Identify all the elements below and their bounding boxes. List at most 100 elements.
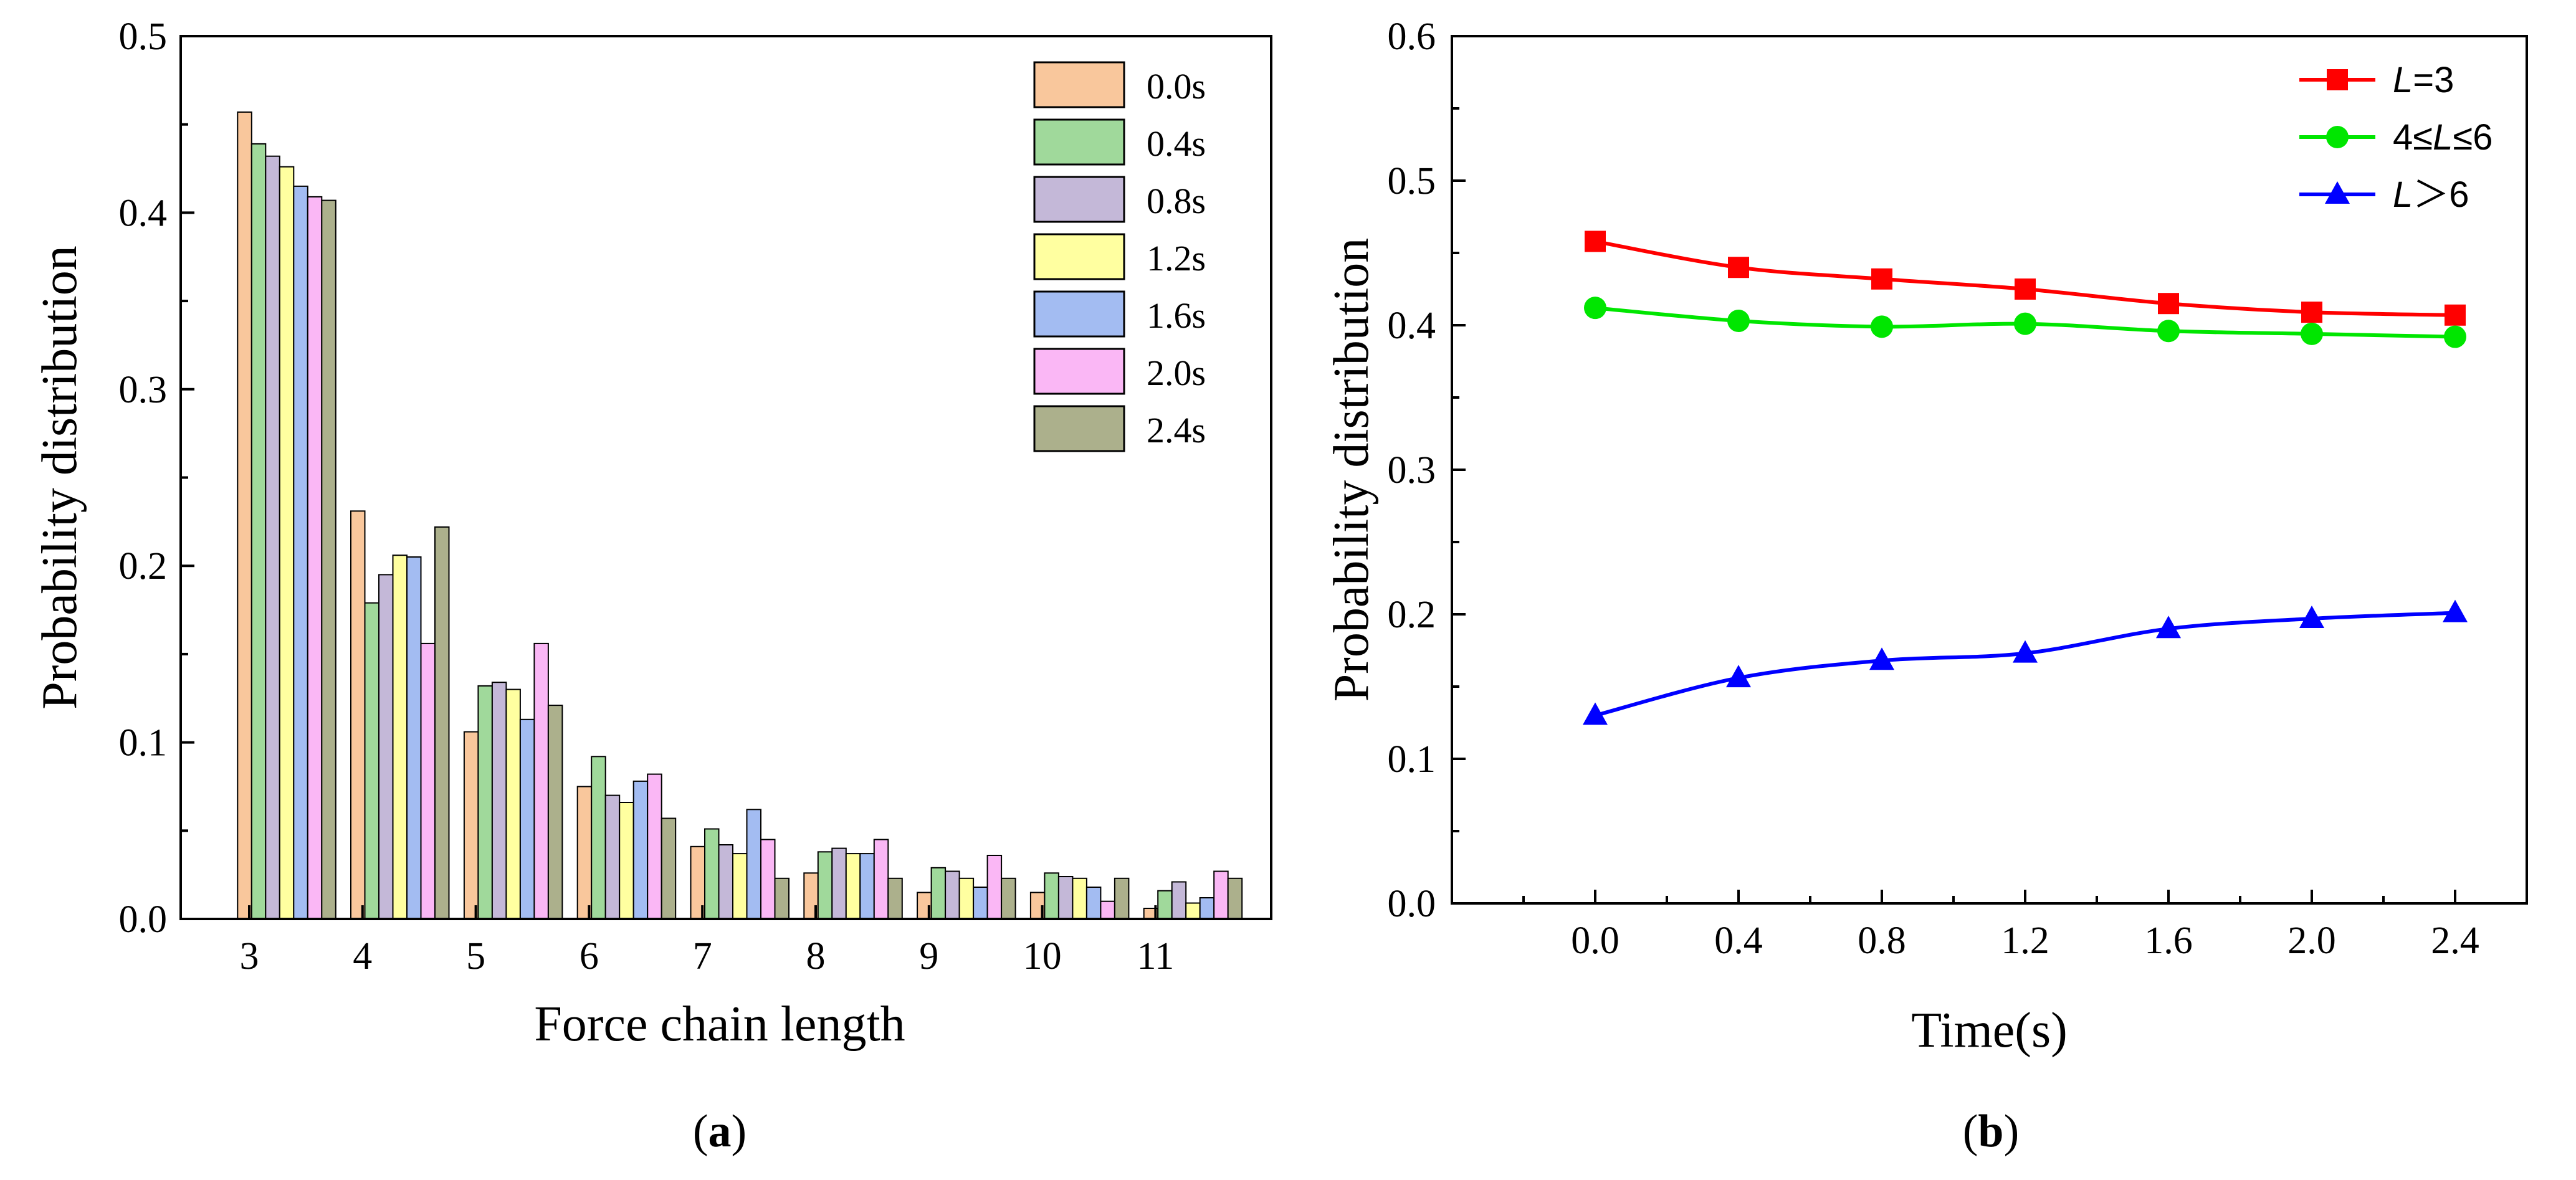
bar-0.4s-len-9	[930, 867, 947, 920]
point-L-eq-3-t2.4	[2445, 304, 2466, 326]
bar-0.4s-len-6	[591, 756, 606, 920]
y-tick-label: 0.0	[119, 898, 168, 941]
x-tick-label-0.0: 0.0	[1571, 920, 1620, 962]
legend-swatch-1.2s	[1033, 233, 1125, 280]
point-4-le-L-le-6-t0.8	[1871, 315, 1893, 338]
bar-0.0s-len-6	[576, 786, 593, 920]
x-tick-label-4: 4	[353, 935, 372, 978]
chart-b-line-time: 0.0 0.1 0.2 0.3 0.4 0.5 0.6 0.0 0.4 0.8 1.2 1.6 2.0 2…	[1324, 16, 2528, 1157]
bar-1.6s-len-6	[632, 780, 649, 920]
y-tick-label: 0.4	[1388, 305, 1436, 347]
bar-0.8s-len-9	[945, 870, 960, 920]
x-tick-label-3: 3	[240, 935, 259, 978]
legend-marker-4-le-L-le-6	[2326, 126, 2349, 148]
point-4-le-L-le-6-t0.0	[1584, 297, 1606, 320]
legend-swatch-2.0s	[1033, 348, 1125, 395]
x-axis-title: Force chain length	[534, 997, 905, 1052]
bar-0.8s-len-4	[378, 574, 394, 920]
point-L-eq-3-t2.0	[2301, 302, 2322, 323]
y-tick-label: 0.2	[1388, 594, 1436, 636]
bar-1.2s-len-5	[505, 688, 521, 920]
bar-2.0s-len-11	[1213, 870, 1229, 920]
point-L-eq-3-t0.8	[1871, 268, 1892, 290]
bar-2.0s-len-10	[1100, 900, 1115, 920]
bar-2.4s-len-5	[547, 705, 563, 920]
bar-0.0s-len-4	[350, 510, 366, 920]
panel-label: (b)	[1963, 1106, 2019, 1157]
bar-2.0s-len-4	[420, 642, 436, 920]
bar-2.4s-len-3	[321, 199, 336, 920]
panel-label: (a)	[693, 1106, 747, 1157]
x-tick-label-0.8: 0.8	[1858, 920, 1906, 962]
legend-label-1.6s: 1.6s	[1147, 295, 1206, 336]
y-axis-title: Probability distribution	[32, 245, 87, 709]
legend-label-0.4s: 0.4s	[1147, 123, 1206, 164]
bar-1.2s-len-9	[958, 877, 975, 920]
bar-1.2s-len-6	[619, 802, 634, 920]
bar-1.2s-len-3	[279, 166, 295, 920]
bar-2.0s-len-5	[533, 642, 549, 920]
y-tick-label: 0.1	[119, 722, 168, 764]
point-L-eq-3-t0.0	[1585, 231, 1606, 252]
bar-0.8s-len-8	[831, 847, 847, 920]
bar-1.6s-len-3	[293, 185, 308, 920]
bar-0.4s-len-8	[817, 851, 833, 920]
point-4-le-L-le-6-t1.2	[2014, 312, 2036, 335]
bar-2.4s-len-10	[1114, 877, 1130, 920]
plot-frame	[1451, 35, 2528, 905]
bar-2.4s-len-8	[887, 877, 903, 920]
legend-label-4-le-L-le-6: 4≤L≤6	[2393, 117, 2493, 158]
legend-label-L-gt-6: L＞6	[2393, 174, 2469, 215]
x-tick-label-6: 6	[580, 935, 599, 978]
legend-swatch-2.4s	[1033, 405, 1125, 452]
bar-2.0s-len-3	[307, 196, 323, 920]
legend-label-2.0s: 2.0s	[1147, 353, 1206, 393]
y-tick-label: 0.4	[119, 192, 168, 234]
point-L-gt-6-t2.0	[2299, 605, 2324, 628]
point-L-eq-3-t1.2	[2015, 278, 2036, 300]
bar-1.6s-len-9	[973, 887, 988, 920]
bar-1.2s-len-10	[1072, 877, 1087, 920]
bar-0.4s-len-11	[1157, 890, 1173, 920]
legend-label-L-eq-3: L=3	[2393, 60, 2454, 100]
plot-frame	[179, 35, 1272, 920]
bar-1.6s-len-5	[519, 718, 535, 920]
y-tick-label: 0.2	[119, 545, 168, 588]
point-L-gt-6-t2.4	[2443, 599, 2468, 622]
x-tick-label-2.4: 2.4	[2431, 920, 2479, 962]
x-tick-label-9: 9	[919, 935, 938, 978]
point-L-eq-3-t0.4	[1728, 257, 1749, 278]
legend-swatch-0.4s	[1033, 118, 1125, 166]
legend-swatch-0.8s	[1033, 176, 1125, 223]
point-L-gt-6-t0.8	[1869, 647, 1894, 670]
bar-2.4s-len-6	[661, 817, 677, 920]
x-tick-label-8: 8	[806, 935, 826, 978]
y-tick-label: 0.0	[1388, 883, 1436, 925]
bar-1.2s-len-11	[1185, 902, 1201, 920]
x-tick-label-5: 5	[466, 935, 485, 978]
y-tick-label: 0.1	[1388, 738, 1436, 781]
x-tick-label-11: 11	[1137, 935, 1175, 978]
series-line-L-eq-3	[1595, 239, 2456, 317]
bar-2.4s-len-11	[1227, 877, 1243, 920]
legend-label-0.8s: 0.8s	[1147, 181, 1206, 221]
bar-1.6s-len-4	[406, 556, 422, 920]
bar-1.6s-len-8	[859, 853, 875, 920]
x-tick-label-7: 7	[693, 935, 712, 978]
point-4-le-L-le-6-t2.0	[2301, 322, 2323, 345]
point-4-le-L-le-6-t0.4	[1727, 310, 1750, 333]
bar-2.0s-len-7	[760, 839, 776, 920]
bar-0.8s-len-7	[718, 844, 733, 920]
bar-0.0s-len-3	[237, 111, 252, 920]
bar-2.4s-len-4	[434, 526, 450, 920]
legend-label-2.4s: 2.4s	[1147, 410, 1206, 450]
x-tick-label-1.2: 1.2	[2001, 920, 2049, 962]
bar-0.0s-len-5	[463, 731, 479, 920]
point-L-eq-3-t1.6	[2158, 293, 2179, 315]
point-L-gt-6-t1.2	[2013, 640, 2038, 663]
bar-1.6s-len-11	[1199, 897, 1215, 920]
bar-1.2s-len-4	[392, 554, 408, 920]
y-tick-label: 0.5	[119, 16, 168, 58]
bar-2.0s-len-6	[647, 773, 662, 920]
bar-0.4s-len-5	[477, 685, 493, 920]
